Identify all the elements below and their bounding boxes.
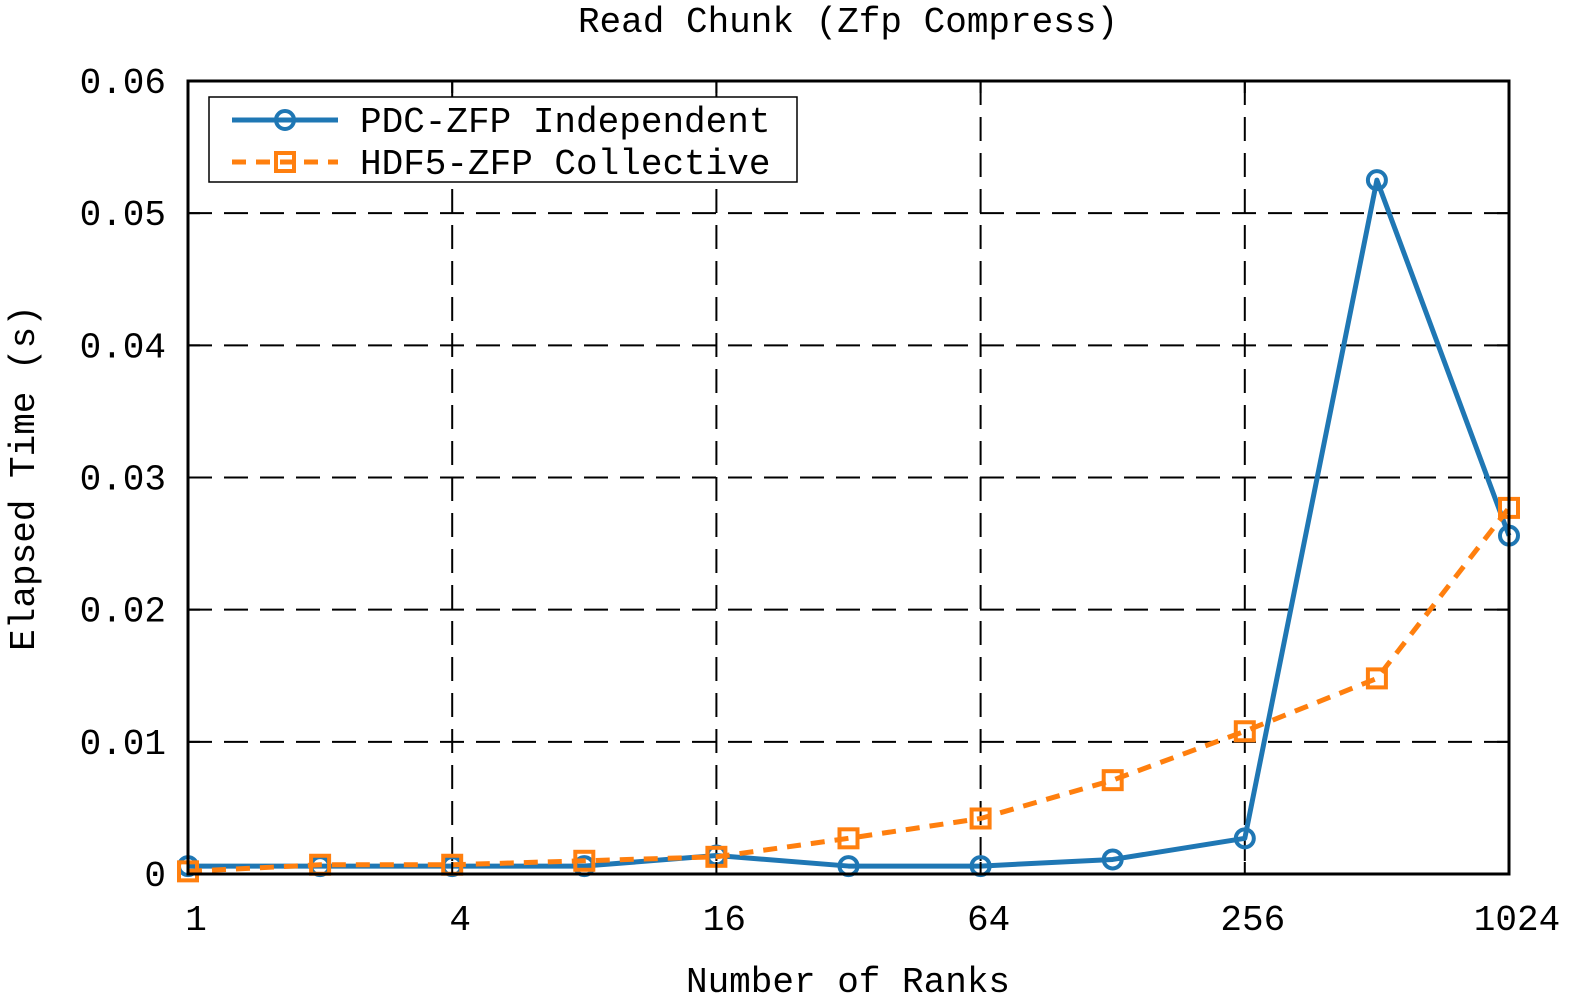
x-tick-label: 1024	[1474, 900, 1560, 941]
series-line-hdf5-zfp	[187, 506, 1511, 874]
legend-label-hdf5-zfp: HDF5-ZFP Collective	[360, 144, 770, 185]
x-tick-label: 16	[703, 900, 746, 941]
x-tick-label: 64	[967, 900, 1010, 941]
y-tick-label: 0.02	[80, 592, 166, 633]
x-tick-label: 1	[185, 900, 207, 941]
data-point-hdf5-zfp	[573, 849, 596, 872]
y-axis-label: Elapsed Time (s)	[4, 305, 45, 651]
legend-box	[208, 96, 798, 183]
y-tick-label: 0.04	[80, 327, 166, 368]
legend-marker-hdf5-zfp	[274, 151, 296, 173]
data-point-hdf5-zfp	[1233, 720, 1256, 743]
legend: PDC-ZFP Independent HDF5-ZFP Collective	[208, 96, 798, 185]
y-tick-label: 0.06	[80, 63, 166, 104]
y-tick-label: 0.03	[80, 460, 166, 501]
data-point-hdf5-zfp	[969, 807, 992, 830]
data-point-hdf5-zfp	[837, 827, 860, 850]
series-layer	[177, 169, 1520, 883]
x-tick-label: 256	[1220, 900, 1285, 941]
data-point-hdf5-zfp	[1365, 667, 1388, 690]
grid-lines	[188, 81, 1509, 874]
chart-title: Read Chunk (Zfp Compress)	[578, 2, 1118, 43]
y-tick-label: 0.01	[80, 724, 166, 765]
data-point-hdf5-zfp	[1101, 769, 1124, 792]
data-point-pdc-zfp	[1233, 827, 1256, 850]
x-tick-label: 4	[449, 900, 471, 941]
data-point-pdc-zfp	[1365, 169, 1388, 192]
legend-marker-pdc-zfp	[274, 109, 296, 131]
series-line-pdc-zfp	[188, 177, 1512, 869]
x-axis-label: Number of Ranks	[686, 962, 1010, 1000]
legend-label-pdc-zfp: PDC-ZFP Independent	[360, 102, 770, 143]
y-tick-label: 0.05	[80, 195, 166, 236]
data-point-pdc-zfp	[1101, 848, 1124, 871]
axis-ticks: 0 0.01 0.02 0.03 0.04 0.05 0.06 1 4 16 64 256 1024	[80, 63, 1561, 941]
y-tick-label: 0	[144, 856, 166, 897]
